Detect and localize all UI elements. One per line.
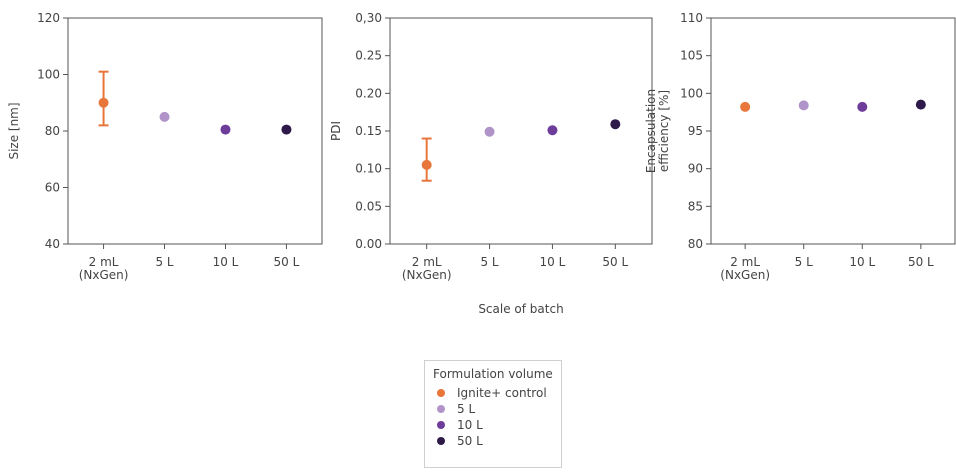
x-tick-label: (NxGen) [79,268,129,282]
legend-marker [437,389,445,397]
y-tick-label: 95 [688,124,703,138]
data-point [547,125,558,136]
chart-panel-encapsulation: 80 85 90 95 100 105 110 2 mL(NxGen) 5 L 10 L 50 L E… [644,11,956,282]
x-tick-label: 10 L [849,255,875,269]
x-tick-label: 50 L [908,255,934,269]
x-tick-label: 5 L [155,255,173,269]
y-tick-label: 105 [680,49,703,63]
data-point [798,100,809,111]
plot-frame [389,17,653,245]
y-tick-label: 110 [680,11,703,25]
y-tick-label: 90 [688,162,703,176]
legend-marker [437,421,445,429]
legend-item-10l: 10 L [433,417,553,433]
legend-marker [437,437,445,445]
data-point [159,111,170,122]
x-axis-title: Scale of batch [478,302,563,316]
y-axis-title: PDI [329,121,343,141]
y-axis-title: efficiency [%] [657,90,671,172]
x-tick-label: 10 L [213,255,239,269]
x-tick-label: 2 mL [89,255,119,269]
data-point [281,124,292,135]
chart-panel-size: 40 60 80 100 120 2 mL(NxGen) 5 L 10 L 50 L Size [… [7,11,323,282]
data-point [421,159,432,170]
y-tick-label: 0.20 [355,86,382,100]
x-tick-label: 5 L [480,255,498,269]
legend-item-50l: 50 L [433,433,553,449]
data-point [915,99,926,110]
y-tick-label: 0.05 [355,199,382,213]
legend-item-ignite-control: Ignite+ control [433,385,553,401]
data-point [740,101,751,112]
y-tick-label: 0.00 [355,237,382,251]
data-point [98,97,109,108]
y-tick-label: 0.25 [355,49,382,63]
y-tick-label: 85 [688,199,703,213]
y-tick-label: 0,30 [355,11,382,25]
y-tick-label: 80 [688,237,703,251]
x-tick-label: 2 mL [730,255,760,269]
data-point [857,101,868,112]
plot-frame [710,17,956,245]
legend-marker [437,405,445,413]
x-tick-label: (NxGen) [720,268,770,282]
y-tick-label: 80 [45,124,60,138]
x-tick-label: 5 L [795,255,813,269]
y-tick-label: 0.10 [355,162,382,176]
chart-panel-pdi: 0.00 0.05 0.10 0.15 0.20 0.25 0,30 2 mL(NxGen) 5… [329,11,653,316]
legend-title: Formulation volume [433,367,553,381]
y-axis-title: Encapsulation [644,89,658,173]
y-tick-label: 100 [37,68,60,82]
legend-label: 10 L [457,418,483,432]
y-tick-label: 40 [45,237,60,251]
x-tick-label: 2 mL [412,255,442,269]
legend-label: 5 L [457,402,476,416]
x-tick-label: 10 L [540,255,566,269]
x-tick-label: (NxGen) [402,268,452,282]
data-point [484,126,495,137]
y-tick-label: 100 [680,86,703,100]
data-point [220,124,231,135]
x-tick-label: 50 L [274,255,300,269]
legend: Formulation volume Ignite+ control 5 L 1… [424,360,562,468]
legend-item-5l: 5 L [433,401,553,417]
y-tick-label: 60 [45,181,60,195]
x-tick-label: 50 L [602,255,628,269]
data-point [610,119,621,130]
y-tick-label: 0.15 [355,124,382,138]
legend-label: 50 L [457,434,483,448]
y-tick-label: 120 [37,11,60,25]
legend-label: Ignite+ control [457,386,547,400]
y-axis-title: Size [nm] [7,102,21,159]
